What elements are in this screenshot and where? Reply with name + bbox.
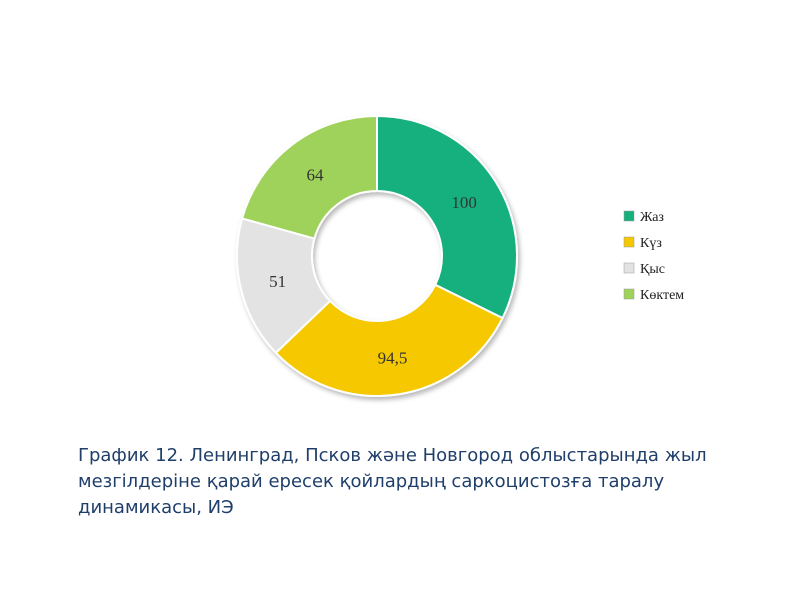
donut-slice-1	[376, 114, 518, 320]
value-label-2: 94,5	[378, 348, 408, 367]
donut-slice-2	[274, 283, 504, 397]
legend-swatch-2	[623, 236, 635, 248]
donut-slices	[236, 114, 518, 397]
legend-swatch-3	[623, 262, 635, 274]
legend-swatch-1	[623, 210, 635, 222]
legend-label-2: Күз	[640, 236, 662, 251]
slice-labels: 100 94,5 51 64	[269, 165, 477, 367]
donut-slice-4	[240, 114, 378, 240]
value-label-3: 51	[269, 272, 286, 291]
value-label-1: 100	[451, 193, 477, 212]
legend-label-1: Жаз	[640, 210, 664, 225]
legend-swatch-4	[623, 288, 635, 300]
donut-chart: 100 94,5 51 64 Жаз Күз Қыс Көктем	[236, 114, 684, 397]
value-label-4: 64	[306, 165, 324, 184]
legend-label-4: Көктем	[640, 288, 684, 303]
chart-title: График 12. Ленинград, Псков және Новгоро…	[78, 445, 707, 518]
legend-label-3: Қыс	[640, 262, 665, 277]
chart-legend: Жаз Күз Қыс Көктем	[623, 210, 684, 303]
